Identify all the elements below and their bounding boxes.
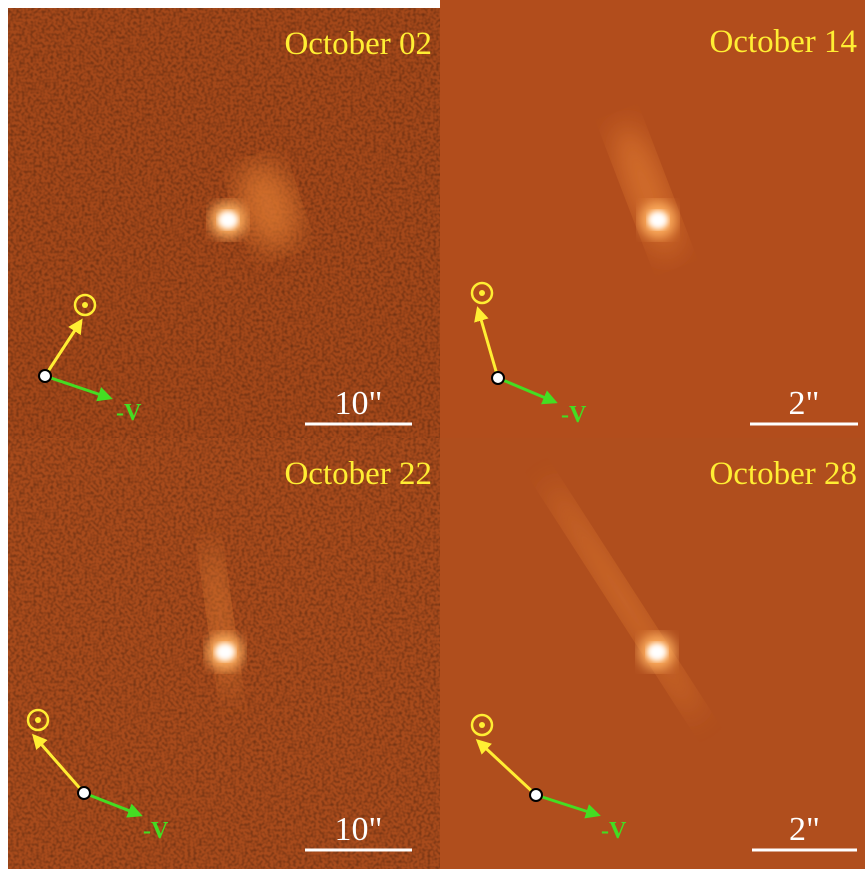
scale-label: 2" [789,385,820,422]
date-label: October 28 [709,456,857,492]
nucleus [215,643,235,661]
origin [530,789,542,801]
scale-label: 10" [335,811,383,848]
velocity-label: -V [601,818,627,844]
nucleus [647,643,667,661]
panel: October 14 -V 2" [440,0,865,438]
sun-dot [479,722,485,728]
nucleus [648,211,668,229]
date-label: October 22 [284,456,432,492]
panel: October 02 -V 10" [8,8,440,438]
date-label: October 02 [284,26,432,62]
scale-label: 10" [335,385,383,422]
figure: October 02 -V 10" October 14 -V 2" October 22 -… [0,0,865,869]
origin [39,370,51,382]
sun-dot [35,717,41,723]
velocity-label: -V [116,400,142,426]
panels: October 02 -V 10" October 14 -V 2" October 22 -… [8,0,865,869]
nucleus [218,211,238,229]
scale-label: 2" [789,811,820,848]
panel: October 28 -V 2" [440,438,865,869]
velocity-label: -V [143,818,169,844]
origin [492,372,504,384]
velocity-label: -V [561,402,587,428]
sun-dot [82,302,88,308]
sun-dot [479,290,485,296]
origin [78,787,90,799]
panel: October 22 -V 10" [8,438,440,869]
date-label: October 14 [709,24,857,60]
